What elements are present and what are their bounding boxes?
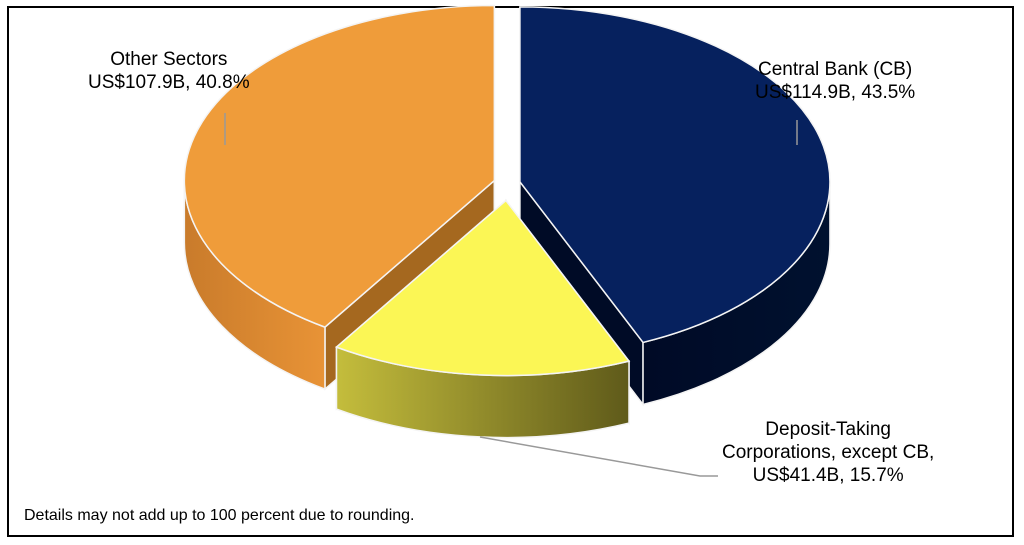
slice-top [519,6,831,344]
slice-deposit-taking [335,198,631,439]
label-value: US$107.9B, 40.8% [88,72,250,93]
footnote: Details may not add up to 100 percent du… [24,507,415,524]
label-value: US$41.4B, 15.7% [752,465,904,486]
label-central-bank: Central Bank (CB) US$114.9B, 43.5% [755,58,915,104]
slice-top [183,4,496,328]
slice-top [335,199,631,377]
label-value: US$114.9B, 43.5% [755,82,916,103]
label-deposit-taking: Deposit-Taking Corporations, except CB, … [722,418,934,487]
chart-frame [7,6,1014,537]
label-name-line2: Corporations, except CB, [722,442,935,463]
leader-line-deposit [479,436,718,477]
label-name-line1: Deposit-Taking [765,419,891,440]
label-name: Central Bank (CB) [758,59,913,80]
label-other-sectors: Other Sectors US$107.9B, 40.8% [88,48,250,94]
label-name: Other Sectors [110,49,228,70]
